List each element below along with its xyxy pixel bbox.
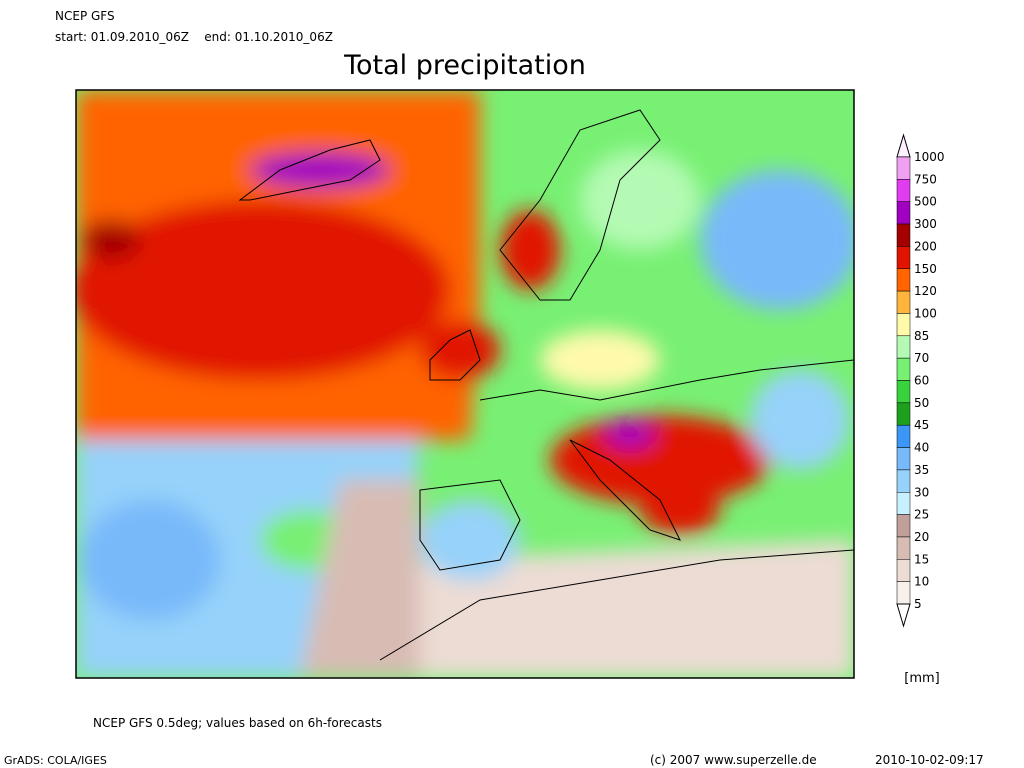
legend-label: 60 <box>914 374 929 388</box>
legend-label: 120 <box>914 284 937 298</box>
legend-label: 45 <box>914 418 929 432</box>
legend-swatch <box>896 268 911 292</box>
legend-label: 40 <box>914 441 929 455</box>
precipitation-field <box>76 90 854 678</box>
legend-swatch <box>896 156 911 180</box>
legend-swatch <box>896 380 911 404</box>
legend-swatch <box>896 424 911 448</box>
coastlines <box>238 109 854 661</box>
legend-arrow <box>896 133 911 158</box>
copyright: (c) 2007 www.superzelle.de <box>650 753 817 767</box>
legend-swatch <box>896 357 911 381</box>
legend-swatch <box>896 246 911 269</box>
legend-swatch <box>896 402 911 426</box>
timestamp: 2010-10-02-09:17 <box>875 753 984 767</box>
legend-label: 20 <box>914 530 929 544</box>
period-label: start: 01.09.2010_06Z end: 01.10.2010_06… <box>55 30 333 44</box>
footer-note: NCEP GFS 0.5deg; values based on 6h-fore… <box>93 716 382 730</box>
legend-label: 1000 <box>914 150 945 164</box>
legend-swatch <box>896 179 911 202</box>
legend-swatch <box>896 469 911 493</box>
legend-swatch <box>896 581 911 605</box>
legend-swatch <box>896 514 911 538</box>
map-frame <box>75 89 855 679</box>
map-title: Total precipitation <box>343 50 586 81</box>
legend-swatch <box>896 335 911 359</box>
legend-swatch <box>896 536 911 560</box>
legend-label: 150 <box>914 262 937 276</box>
model-label: NCEP GFS <box>55 9 115 23</box>
legend-label: 100 <box>914 306 937 320</box>
legend-swatch <box>896 313 911 337</box>
software-credit: GrADS: COLA/IGES <box>4 754 107 767</box>
legend-label: 30 <box>914 485 929 499</box>
unit-label: [mm] <box>904 671 939 686</box>
legend-label: 300 <box>914 217 937 231</box>
legend-arrow <box>896 603 911 628</box>
legend-label: 35 <box>914 463 929 477</box>
legend-label: 200 <box>914 239 937 253</box>
legend-swatch <box>896 223 911 247</box>
legend-swatch <box>896 492 911 515</box>
legend-swatch <box>896 201 911 225</box>
legend-label: 5 <box>914 597 922 611</box>
legend-label: 50 <box>914 396 929 410</box>
legend-label: 15 <box>914 552 929 566</box>
legend-label: 10 <box>914 575 929 589</box>
legend-label: 85 <box>914 329 929 343</box>
legend-label: 500 <box>914 195 937 209</box>
legend-label: 25 <box>914 508 929 522</box>
legend-label: 70 <box>914 351 929 365</box>
legend-label: 750 <box>914 172 937 186</box>
legend-swatch <box>896 447 911 471</box>
color-legend: 1000 750 500 300 200 150 120 100 85 70 60 50 45 40 35 3… <box>896 133 945 628</box>
legend-swatch <box>896 559 911 582</box>
legend-swatch <box>896 290 911 314</box>
